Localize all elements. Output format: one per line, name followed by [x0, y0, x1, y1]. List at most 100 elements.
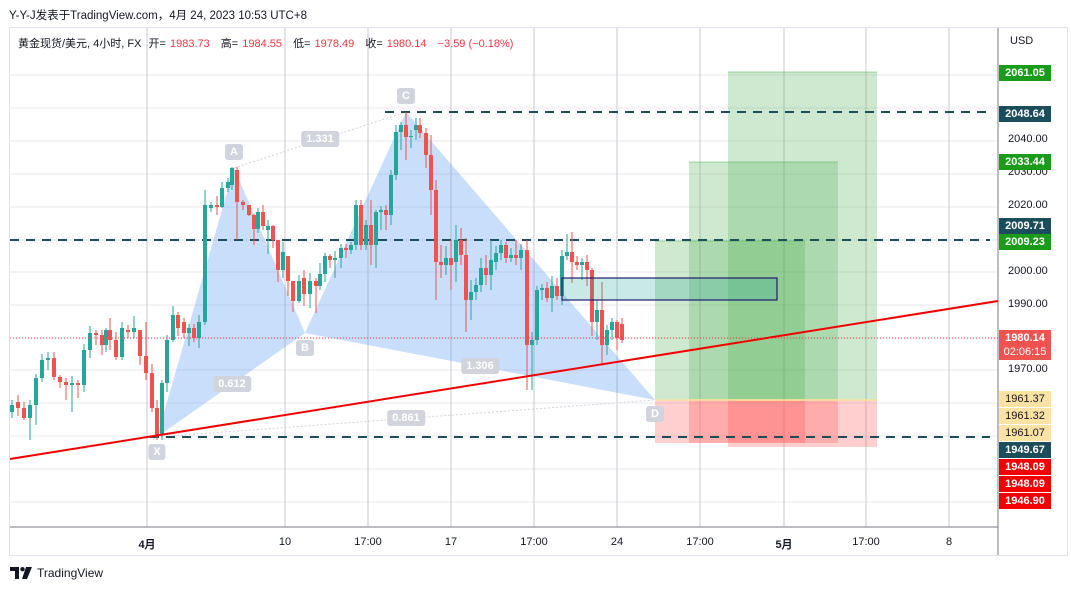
candle-bullish	[203, 205, 207, 322]
candle-bearish	[144, 356, 148, 373]
horizontal-lines	[10, 111, 990, 438]
close-value: 1980.14	[386, 38, 427, 50]
publish-caption: Y-Y-J发表于TradingView.com，4月 24, 2023 10:5…	[9, 10, 307, 22]
candle-bearish	[192, 328, 196, 338]
bar-countdown: 02:06:15	[1003, 346, 1047, 358]
candle-bearish	[235, 170, 239, 202]
tradingview-logo-icon	[10, 567, 32, 579]
candle-bearish	[514, 255, 518, 258]
candle-bullish	[165, 340, 169, 383]
candle-bullish	[509, 255, 513, 258]
price-tick: 2040.00	[1008, 133, 1048, 145]
candle-bullish	[519, 250, 523, 258]
time-tick: 4月	[138, 539, 156, 551]
candle-bearish	[252, 215, 256, 229]
candle-bullish	[82, 350, 86, 385]
candle-bullish	[540, 288, 544, 290]
candle-bullish	[535, 290, 539, 340]
time-tick: 17:00	[354, 536, 382, 548]
overlay-drawings	[9, 277, 999, 460]
candle-bearish	[615, 322, 619, 338]
price-badge: 1961.07	[999, 425, 1051, 441]
price-tick: 1970.00	[1008, 363, 1048, 375]
tradingview-logo[interactable]: TradingView	[10, 566, 103, 580]
candle-bearish	[286, 256, 290, 281]
candle-bearish	[138, 330, 142, 356]
candle-bearish	[449, 258, 453, 265]
candle-bullish	[399, 125, 403, 132]
fib-ratio-label: 0.861	[387, 410, 425, 426]
candle-bearish	[176, 315, 180, 328]
candle-bullish	[333, 258, 337, 260]
pattern-point-a: A	[225, 144, 243, 160]
candle-bullish	[46, 358, 50, 360]
price-badge: 2033.44	[999, 154, 1051, 170]
candle-bearish	[114, 340, 118, 357]
candle-bullish	[34, 378, 38, 405]
candle-bearish	[52, 358, 56, 377]
time-tick: 10	[278, 536, 292, 548]
candle-bearish	[525, 250, 529, 345]
candle-bearish	[464, 255, 468, 300]
price-badge: 2048.64	[999, 106, 1051, 122]
price-badge: 2009.71	[999, 218, 1051, 234]
symbol-name[interactable]: 黄金现货/美元, 4小时, FX	[18, 38, 142, 50]
candle-bearish	[155, 408, 159, 435]
candle-bearish	[58, 377, 62, 382]
candle-bearish	[418, 125, 422, 133]
stop-zone	[655, 400, 805, 443]
candle-bullish	[209, 205, 213, 208]
candle-bullish	[230, 168, 234, 185]
low-value: 1978.49	[314, 38, 355, 50]
price-badge: 1948.09	[999, 459, 1051, 475]
pattern-point-c: C	[397, 88, 415, 104]
footer-brand: TradingView	[37, 566, 104, 580]
trendline	[9, 300, 999, 460]
symbol-legend: 黄金现货/美元, 4小时, FX 开= 1983.73 高= 1984.55 低= 1…	[18, 35, 517, 51]
candle-bullish	[160, 383, 164, 435]
candle-bearish	[302, 278, 306, 294]
candle-bullish	[187, 328, 191, 333]
candle-bullish	[323, 256, 327, 274]
open-label: 开=	[148, 38, 166, 50]
stop-zone	[728, 400, 877, 447]
zone-rectangle	[561, 277, 778, 301]
candle-bearish	[384, 210, 388, 215]
candle-bearish	[150, 373, 154, 408]
candle-bullish	[499, 245, 503, 253]
candle-bearish	[424, 133, 428, 155]
candle-bearish	[590, 270, 594, 322]
candle-bullish	[394, 132, 398, 175]
time-tick: 24	[610, 536, 624, 548]
candle-bearish	[555, 286, 559, 296]
candle-bearish	[314, 281, 318, 286]
candle-bearish	[570, 252, 574, 262]
candle-bearish	[271, 226, 275, 240]
fib-ratio-label: 1.331	[301, 131, 339, 147]
low-label: 低=	[293, 38, 311, 50]
time-tick: 17:00	[852, 536, 880, 548]
candle-bearish	[108, 330, 112, 340]
candle-bearish	[328, 256, 332, 260]
candle-bearish	[241, 202, 245, 205]
currency-label[interactable]: USD	[1010, 35, 1034, 47]
candle-bearish	[484, 268, 488, 275]
candle-bullish	[444, 258, 448, 265]
candle-bearish	[429, 155, 433, 190]
candle-bullish	[354, 205, 358, 245]
current-price-badge: 1980.14 02:06:15	[999, 330, 1051, 360]
candle-bullish	[389, 175, 393, 215]
price-badge: 1946.90	[999, 493, 1051, 509]
candle-bearish	[504, 245, 508, 258]
candle-bearish	[600, 310, 604, 345]
candle-bullish	[318, 274, 322, 286]
candlestick-series	[10, 112, 624, 440]
candle-bearish	[182, 322, 186, 333]
candle-bullish	[197, 322, 201, 338]
candle-bullish	[474, 285, 478, 292]
candle-bullish	[339, 248, 343, 258]
time-tick: 17	[444, 536, 458, 548]
candle-bearish	[126, 330, 130, 332]
price-badge: 1949.67	[999, 442, 1051, 458]
